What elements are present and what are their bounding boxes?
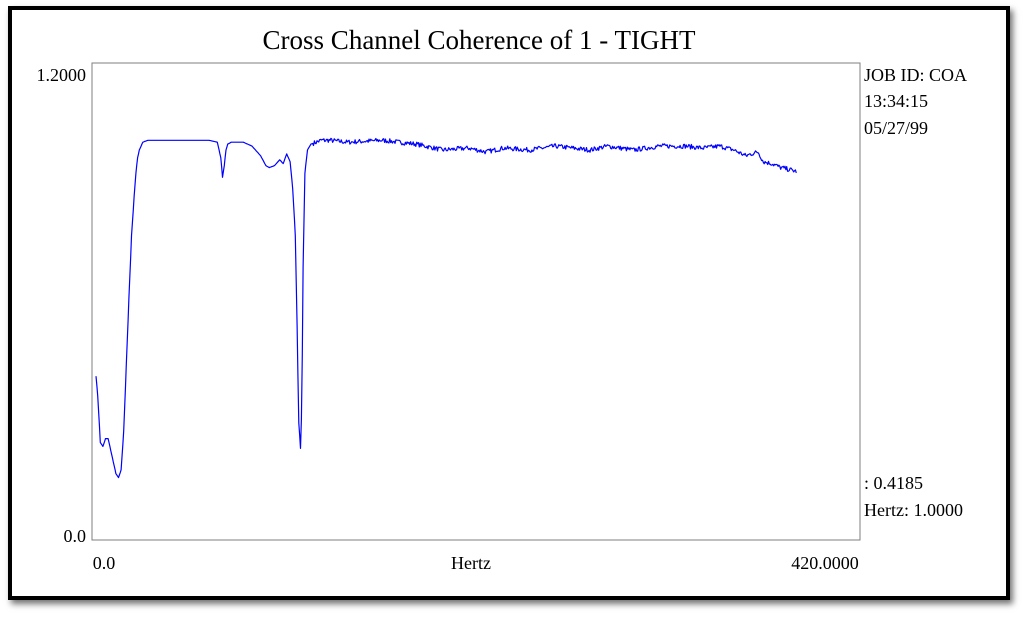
x-tick-max: 420.0000 [791,553,859,573]
cursor-value-text: : 0.4185 [864,473,923,493]
y-tick-min: 0.0 [64,526,87,546]
x-tick-min: 0.0 [93,553,116,573]
job-id-text: JOB ID: COA [864,65,967,85]
chart-frame: Cross Channel Coherence of 1 - TIGHT 1.2… [8,6,1010,600]
cursor-hertz-text: Hertz: 1.0000 [864,500,963,520]
time-text: 13:34:15 [864,91,928,111]
x-axis-label: Hertz [451,553,491,573]
coherence-series-line [95,137,797,479]
date-text: 05/27/99 [864,118,928,138]
y-tick-max: 1.2000 [37,65,87,85]
plot-area [91,62,861,541]
coherence-chart: Cross Channel Coherence of 1 - TIGHT 1.2… [37,25,968,573]
chart-title: Cross Channel Coherence of 1 - TIGHT [263,25,696,55]
